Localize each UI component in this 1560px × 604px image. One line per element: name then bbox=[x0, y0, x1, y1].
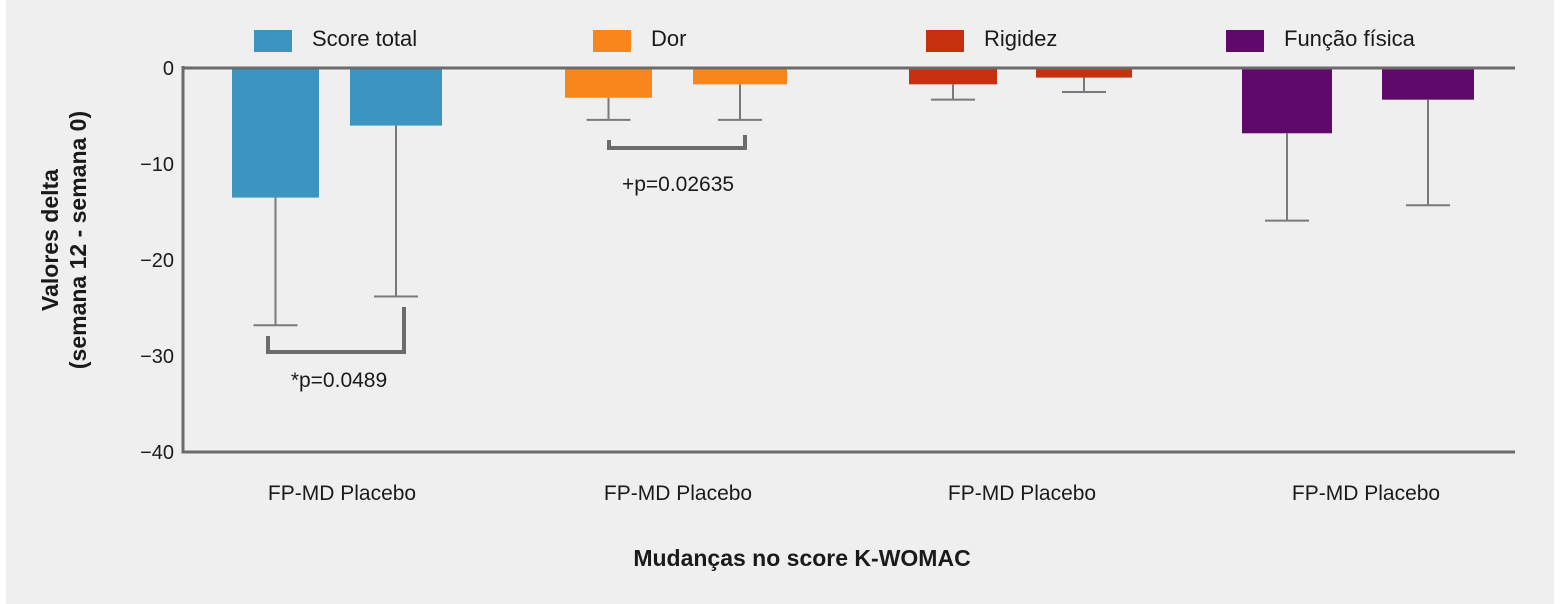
legend-swatch bbox=[254, 30, 292, 52]
legend-swatch bbox=[926, 30, 964, 52]
bar-fpmd bbox=[565, 69, 652, 98]
chart: Score total Dor Rigidez Função física 0 −10 −… bbox=[6, 0, 1554, 604]
significance-bracket bbox=[266, 307, 406, 354]
category-label: FP-MD Placebo bbox=[604, 482, 752, 505]
legend-label: Rigidez bbox=[984, 26, 1057, 51]
bar-fpmd bbox=[1242, 69, 1332, 134]
y-tick-label: 0 bbox=[163, 58, 174, 80]
bar-fpmd bbox=[909, 69, 997, 85]
axes-layer bbox=[181, 66, 1515, 454]
bar-placebo bbox=[1382, 69, 1474, 100]
bar-placebo bbox=[1036, 69, 1132, 78]
bar-placebo bbox=[350, 69, 442, 126]
legend-label: Score total bbox=[312, 26, 417, 51]
x-axis-title: Mudanças no score K-WOMAC bbox=[633, 545, 970, 571]
y-tick-label: −40 bbox=[140, 442, 174, 464]
legend-label: Dor bbox=[651, 26, 686, 51]
legend: Score total Dor Rigidez Função física bbox=[254, 26, 1416, 52]
y-axis-title-line-2: (semana 12 - semana 0) bbox=[65, 111, 91, 369]
bar-placebo bbox=[693, 69, 787, 85]
error-bars-layer bbox=[253, 77, 1450, 327]
y-tick-label: −20 bbox=[140, 250, 174, 272]
y-axis-title-line-1: Valores delta bbox=[37, 169, 63, 311]
legend-swatch bbox=[593, 30, 631, 52]
significance-annotations: *p=0.0489 +p=0.02635 bbox=[266, 135, 747, 392]
significance-label: *p=0.0489 bbox=[291, 369, 387, 392]
category-label: FP-MD Placebo bbox=[1292, 482, 1440, 505]
legend-label: Função física bbox=[1284, 26, 1416, 51]
bar-fpmd bbox=[232, 69, 319, 198]
category-label: FP-MD Placebo bbox=[268, 482, 416, 505]
significance-label: +p=0.02635 bbox=[622, 173, 734, 196]
legend-swatch bbox=[1226, 30, 1264, 52]
y-tick-labels: 0 −10 −20 −30 −40 bbox=[140, 58, 174, 464]
y-tick-label: −10 bbox=[140, 154, 174, 176]
significance-bracket bbox=[607, 135, 747, 150]
bar-chart-svg: Score total Dor Rigidez Função física 0 −10 −… bbox=[37, 26, 1515, 571]
y-tick-label: −30 bbox=[140, 346, 174, 368]
bars-layer bbox=[232, 69, 1474, 198]
x-category-labels: FP-MD Placebo FP-MD Placebo FP-MD Placebo F… bbox=[268, 482, 1440, 505]
category-label: FP-MD Placebo bbox=[948, 482, 1096, 505]
